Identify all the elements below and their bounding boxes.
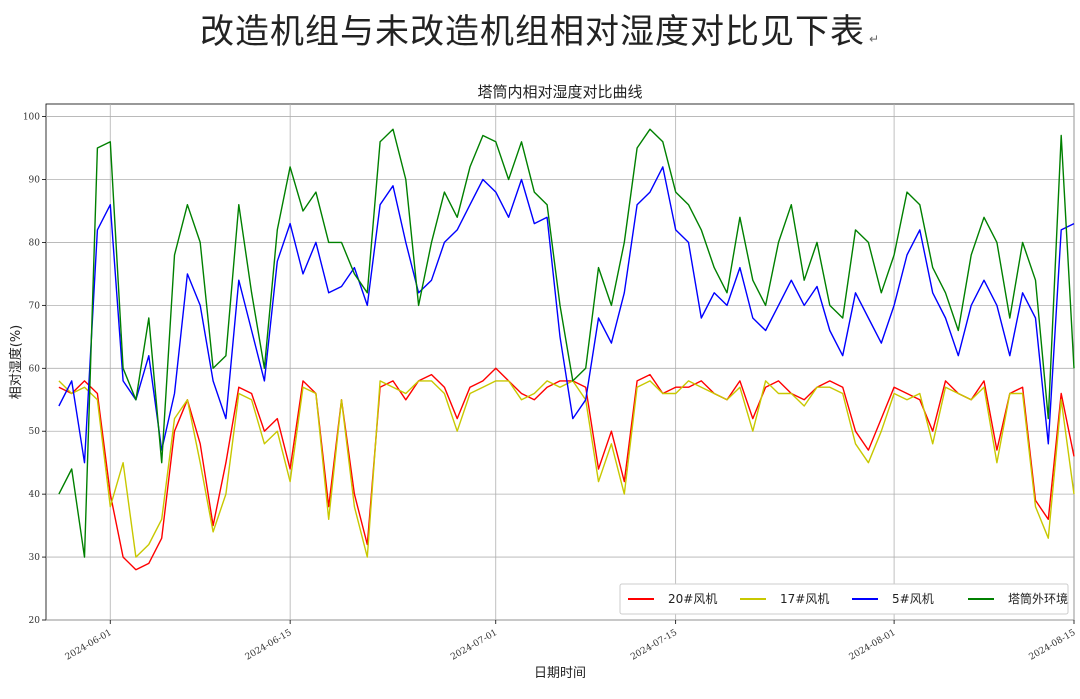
x-tick-label: 2024-08-01	[848, 628, 898, 663]
legend-label-3: 塔筒外环境	[1008, 591, 1068, 606]
x-tick-label: 2024-08-15	[1028, 628, 1078, 663]
x-tick-label: 2024-07-01	[449, 628, 499, 663]
heading-text: 改造机组与未改造机组相对湿度对比见下表	[199, 12, 865, 52]
document-heading: 改造机组与未改造机组相对湿度对比见下表 ↵	[0, 4, 1080, 53]
plot-area	[45, 103, 1075, 621]
x-tick-label: 2024-07-15	[629, 628, 679, 663]
legend: 20#风机 17#风机 5#风机 塔筒外环境	[619, 583, 1069, 615]
y-tick-label: 80	[29, 238, 41, 248]
y-tick-label: 20	[29, 616, 41, 626]
series-line-2	[58, 166, 1075, 464]
legend-label-1: 17#风机	[780, 592, 829, 606]
y-tick-label: 30	[29, 553, 41, 563]
series-line-1	[58, 380, 1075, 558]
legend-label-2: 5#风机	[892, 592, 934, 606]
y-tick-label: 50	[29, 427, 41, 437]
y-tick-label: 40	[29, 490, 41, 500]
series-lines	[58, 128, 1075, 571]
y-tick-label: 70	[29, 301, 41, 311]
legend-box	[619, 583, 1069, 615]
x-tick-label: 2024-06-01	[64, 628, 114, 663]
y-tick-label: 60	[29, 364, 41, 374]
x-tick-label: 2024-06-15	[244, 628, 294, 663]
y-tick-label: 100	[23, 113, 40, 123]
grid-lines	[46, 104, 1075, 621]
chart-title: 塔筒内相对湿度对比曲线	[477, 83, 642, 101]
x-axis-label: 日期时间	[534, 666, 586, 681]
series-line-3	[58, 128, 1075, 558]
y-tick-label: 90	[29, 176, 41, 186]
legend-label-0: 20#风机	[668, 592, 717, 606]
y-axis-label: 相对湿度(%)	[8, 325, 24, 400]
paragraph-mark-icon: ↵	[868, 32, 881, 46]
